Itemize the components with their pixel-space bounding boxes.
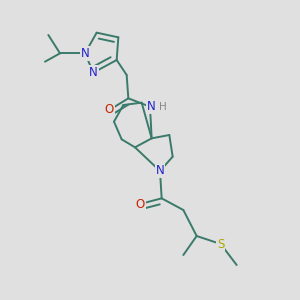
- Text: N: N: [89, 66, 98, 79]
- Text: H: H: [159, 102, 167, 112]
- Text: O: O: [135, 197, 145, 211]
- Text: N: N: [147, 100, 156, 113]
- Text: N: N: [156, 164, 164, 178]
- Text: O: O: [105, 103, 114, 116]
- Text: S: S: [217, 238, 224, 250]
- Text: N: N: [81, 47, 89, 60]
